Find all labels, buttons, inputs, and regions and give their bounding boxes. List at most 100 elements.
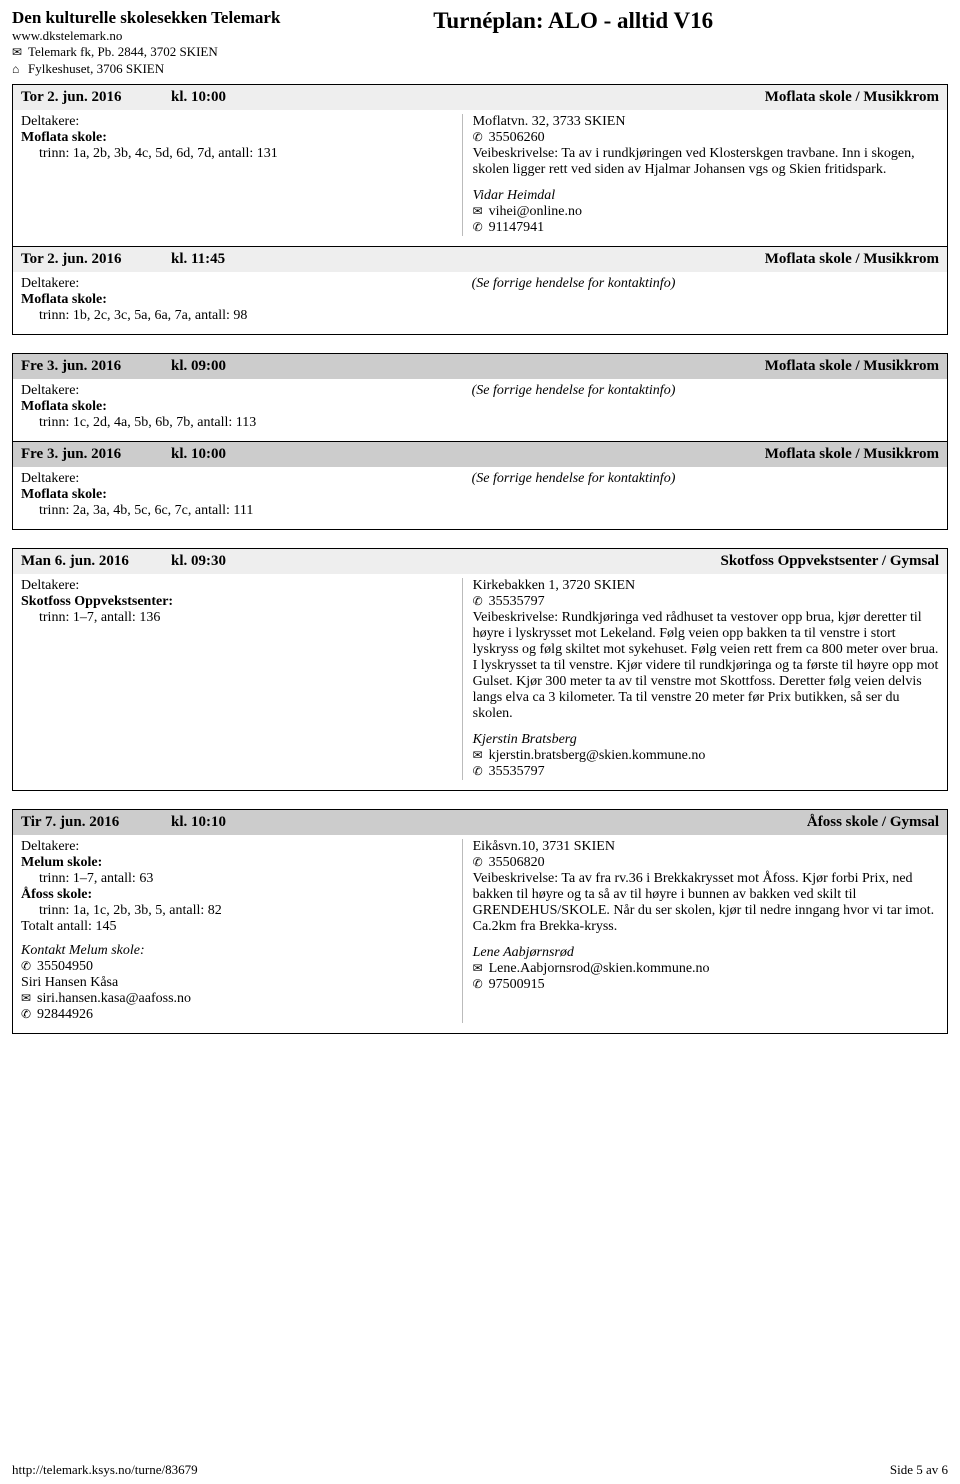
page-footer: http://telemark.ksys.no/turne/83679 Side… <box>12 1462 948 1478</box>
event-body: Deltakere: Moflata skole: trinn: 1b, 2c,… <box>13 272 947 334</box>
event-right: (Se forrige hendelse for kontaktinfo) <box>462 383 939 431</box>
school-name: Moflata skole: <box>21 487 452 503</box>
kemail-text: siri.hansen.kasa@aafoss.no <box>37 991 191 1006</box>
event-header: Tor 2. jun. 2016 kl. 11:45 Moflata skole… <box>13 247 947 272</box>
event-body: Deltakere: Skotfoss Oppvekstsenter: trin… <box>13 574 947 790</box>
event-time: kl. 10:10 <box>171 814 807 831</box>
venue-phone: ✆35506820 <box>473 855 939 871</box>
event-header: Tor 2. jun. 2016 kl. 10:00 Moflata skole… <box>13 85 947 110</box>
event-right: (Se forrige hendelse for kontaktinfo) <box>462 471 939 519</box>
contact-phone: ✆97500915 <box>473 977 939 993</box>
event-time: kl. 10:00 <box>171 446 765 463</box>
event-venue: Skotfoss Oppvekstsenter / Gymsal <box>721 553 940 570</box>
phone-icon: ✆ <box>473 977 487 992</box>
footer-page: Side 5 av 6 <box>890 1462 948 1478</box>
kontakt-phone2: ✆92844926 <box>21 1007 452 1023</box>
veibeskrivelse: Veibeskrivelse: Rundkjøringa ved rådhuse… <box>473 610 939 722</box>
envelope-icon: ✉ <box>473 204 487 219</box>
trinn-line: trinn: 1a, 2b, 3b, 4c, 5d, 6d, 7d, antal… <box>39 146 452 162</box>
phone-icon: ✆ <box>21 959 35 974</box>
deltakere-label: Deltakere: <box>21 114 452 130</box>
contact-phone: ✆35535797 <box>473 764 939 780</box>
event-time: kl. 09:30 <box>171 553 721 570</box>
event-date: Tir 7. jun. 2016 <box>21 814 171 831</box>
org-name: Den kulturelle skolesekken Telemark <box>12 8 433 28</box>
phone-icon: ✆ <box>473 594 487 609</box>
event-time: kl. 09:00 <box>171 358 765 375</box>
phone2-text: 35535797 <box>489 764 545 779</box>
contact-block: Lene Aabjørnsrød ✉Lene.Aabjornsrod@skien… <box>473 945 939 993</box>
school-name: Moflata skole: <box>21 292 452 308</box>
phone-icon: ✆ <box>21 1007 35 1022</box>
trinn-line-1: trinn: 1–7, antall: 63 <box>39 871 452 887</box>
event-left: Deltakere: Moflata skole: trinn: 1c, 2d,… <box>21 383 462 431</box>
envelope-icon: ✉ <box>473 748 487 763</box>
contact-block: Vidar Heimdal ✉vihei@online.no ✆91147941 <box>473 188 939 236</box>
event-header: Man 6. jun. 2016 kl. 09:30 Skotfoss Oppv… <box>13 549 947 574</box>
page-header: Den kulturelle skolesekken Telemark www.… <box>12 8 948 78</box>
contact-block: Kjerstin Bratsberg ✉kjerstin.bratsberg@s… <box>473 732 939 780</box>
event-right: Kirkebakken 1, 3720 SKIEN ✆35535797 Veib… <box>462 578 939 780</box>
event-date: Fre 3. jun. 2016 <box>21 358 171 375</box>
kontakt-email: ✉siri.hansen.kasa@aafoss.no <box>21 991 452 1007</box>
veibeskrivelse: Veibeskrivelse: Ta av fra rv.36 i Brekka… <box>473 871 939 935</box>
total-count: Totalt antall: 145 <box>21 919 452 935</box>
email-text: vihei@online.no <box>489 204 582 219</box>
see-previous: (Se forrige hendelse for kontaktinfo) <box>472 383 939 399</box>
kphone2-text: 92844926 <box>37 1007 93 1022</box>
school-name: Skotfoss Oppvekstsenter: <box>21 594 452 610</box>
event-body: Deltakere: Moflata skole: trinn: 1c, 2d,… <box>13 379 947 441</box>
event-group-3: Man 6. jun. 2016 kl. 09:30 Skotfoss Oppv… <box>12 548 948 791</box>
venue-phone: ✆35535797 <box>473 594 939 610</box>
event-venue: Moflata skole / Musikkrom <box>765 446 939 463</box>
phone-text: 35506820 <box>489 855 545 870</box>
school-name: Moflata skole: <box>21 399 452 415</box>
email-text: Lene.Aabjornsrod@skien.kommune.no <box>489 961 710 976</box>
page-title-wrap: Turnéplan: ALO - alltid V16 <box>433 8 948 34</box>
see-previous: (Se forrige hendelse for kontaktinfo) <box>472 471 939 487</box>
phone-icon: ✆ <box>473 220 487 235</box>
trinn-line: trinn: 1–7, antall: 136 <box>39 610 452 626</box>
deltakere-label: Deltakere: <box>21 276 452 292</box>
event-date: Man 6. jun. 2016 <box>21 553 171 570</box>
event-date: Fre 3. jun. 2016 <box>21 446 171 463</box>
kontakt-phone: ✆35504950 <box>21 959 452 975</box>
event-venue: Moflata skole / Musikkrom <box>765 251 939 268</box>
event-header: Tir 7. jun. 2016 kl. 10:10 Åfoss skole /… <box>13 810 947 835</box>
footer-url: http://telemark.ksys.no/turne/83679 <box>12 1462 198 1478</box>
event-time: kl. 11:45 <box>171 251 765 268</box>
contact-email: ✉kjerstin.bratsberg@skien.kommune.no <box>473 748 939 764</box>
phone-icon: ✆ <box>473 130 487 145</box>
event-date: Tor 2. jun. 2016 <box>21 251 171 268</box>
event-body: Deltakere: Melum skole: trinn: 1–7, anta… <box>13 835 947 1033</box>
kontakt-name: Siri Hansen Kåsa <box>21 975 452 991</box>
event-venue: Åfoss skole / Gymsal <box>807 814 939 831</box>
deltakere-label: Deltakere: <box>21 471 452 487</box>
addr1-text: Telemark fk, Pb. 2844, 3702 SKIEN <box>28 44 218 59</box>
event-venue: Moflata skole / Musikkrom <box>765 89 939 106</box>
email-text: kjerstin.bratsberg@skien.kommune.no <box>489 748 706 763</box>
event-header: Fre 3. jun. 2016 kl. 09:00 Moflata skole… <box>13 354 947 379</box>
phone-text: 35506260 <box>489 130 545 145</box>
contact-name: Kjerstin Bratsberg <box>473 732 939 748</box>
venue-address: Kirkebakken 1, 3720 SKIEN <box>473 578 939 594</box>
deltakere-label: Deltakere: <box>21 383 452 399</box>
kphone-text: 35504950 <box>37 959 93 974</box>
org-address-2: ⌂Fylkeshuset, 3706 SKIEN <box>12 61 433 78</box>
see-previous: (Se forrige hendelse for kontaktinfo) <box>472 276 939 292</box>
kontakt-label: Kontakt Melum skole: <box>21 943 452 959</box>
event-group-2: Fre 3. jun. 2016 kl. 09:00 Moflata skole… <box>12 353 948 530</box>
event-left: Deltakere: Melum skole: trinn: 1–7, anta… <box>21 839 462 1023</box>
contact-email: ✉vihei@online.no <box>473 204 939 220</box>
phone2-text: 91147941 <box>489 220 544 235</box>
event-venue: Moflata skole / Musikkrom <box>765 358 939 375</box>
org-info: Den kulturelle skolesekken Telemark www.… <box>12 8 433 78</box>
contact-name: Vidar Heimdal <box>473 188 939 204</box>
trinn-line: trinn: 1b, 2c, 3c, 5a, 6a, 7a, antall: 9… <box>39 308 452 324</box>
event-time: kl. 10:00 <box>171 89 765 106</box>
venue-address: Eikåsvn.10, 3731 SKIEN <box>473 839 939 855</box>
phone2-text: 97500915 <box>489 977 545 992</box>
addr2-text: Fylkeshuset, 3706 SKIEN <box>28 61 164 76</box>
trinn-line-2: trinn: 1a, 1c, 2b, 3b, 5, antall: 82 <box>39 903 452 919</box>
veibeskrivelse: Veibeskrivelse: Ta av i rundkjøringen ve… <box>473 146 939 178</box>
